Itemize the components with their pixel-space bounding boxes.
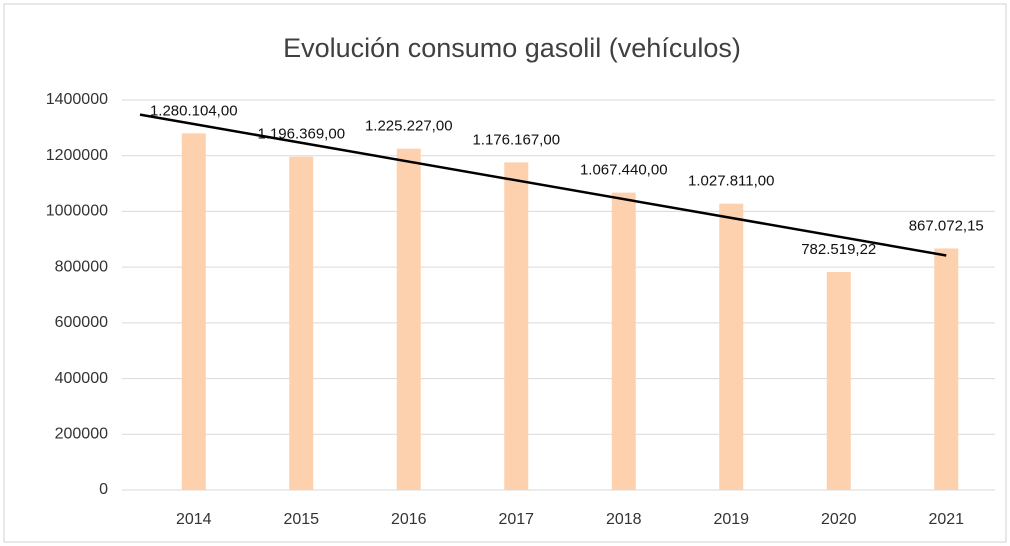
y-tick-label: 400000 [55,370,108,387]
y-tick-label: 200000 [55,426,108,443]
y-tick-label: 800000 [55,258,108,275]
x-tick-label: 2017 [498,511,534,528]
value-label: 1.067.440,00 [580,162,668,179]
x-tick-label: 2020 [821,511,857,528]
value-label: 1.225.227,00 [365,118,453,135]
y-tick-label: 1400000 [46,91,108,108]
y-tick-label: 1000000 [46,203,108,220]
y-tick-label: 600000 [55,314,108,331]
bar [181,133,206,490]
value-label: 1.027.811,00 [688,173,774,190]
bar [934,248,959,490]
trendline [139,113,947,257]
bar [826,272,851,490]
bar [504,162,529,490]
x-tick-label: 2018 [606,511,642,528]
value-label: 1.176.167,00 [472,131,560,148]
y-tick-label: 1200000 [46,147,108,164]
x-tick-label: 2014 [176,511,212,528]
y-tick-label: 0 [99,481,108,498]
value-label: 782.519,22 [801,241,876,258]
x-tick-label: 2016 [391,511,427,528]
x-tick-label: 2019 [713,511,749,528]
chart-title: Evolución consumo gasolil (vehículos) [283,33,741,63]
bar [719,203,744,491]
value-label: 1.196.369,00 [257,126,345,143]
bar [289,156,314,491]
x-tick-label: 2015 [283,511,319,528]
bar [611,192,636,490]
value-label: 1.280.104,00 [150,102,238,119]
value-label: 867.072,15 [909,217,984,234]
x-tick-label: 2021 [928,511,964,528]
bar [396,148,421,490]
